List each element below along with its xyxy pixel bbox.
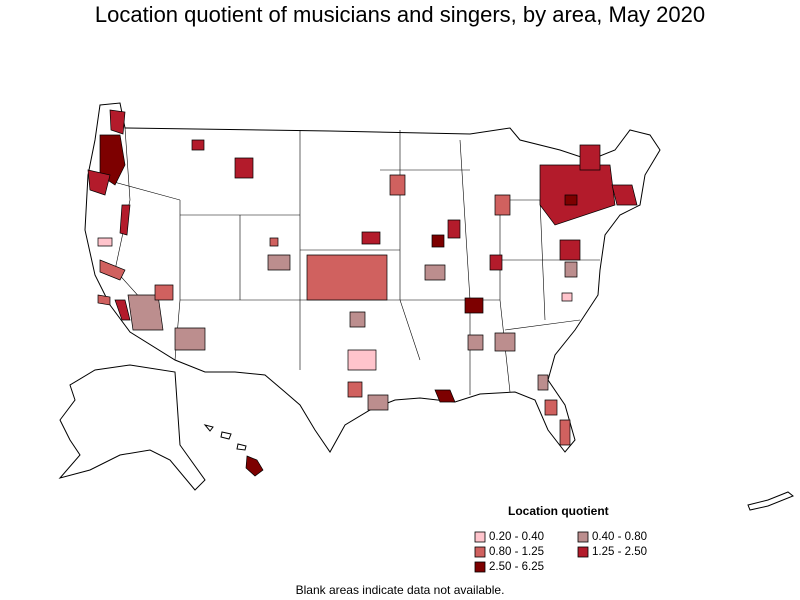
legend-swatch: [577, 546, 589, 558]
region: [447, 219, 461, 239]
region: [109, 109, 126, 135]
region: [306, 254, 388, 301]
region: [431, 234, 445, 248]
region: [579, 144, 601, 171]
region: [434, 389, 456, 403]
region: [97, 237, 113, 247]
region: [174, 327, 206, 351]
region: [99, 259, 126, 281]
region: [389, 174, 406, 196]
region: [544, 399, 558, 416]
region: [245, 455, 264, 477]
hawaii: [203, 424, 264, 477]
region: [489, 254, 503, 271]
region: [494, 194, 511, 216]
region: [154, 284, 174, 301]
region: [464, 297, 484, 314]
alaska: [58, 364, 206, 491]
islands: [747, 491, 794, 511]
regions: [87, 109, 638, 446]
region: [127, 294, 164, 331]
region: [234, 157, 254, 179]
legend-title: Location quotient: [508, 504, 609, 518]
region: [87, 169, 111, 196]
region: [467, 334, 484, 351]
legend-label: 1.25 - 2.50: [592, 546, 647, 558]
region: [561, 292, 573, 302]
region: [361, 231, 381, 245]
footnote: Blank areas indicate data not available.: [296, 583, 505, 597]
map-title: Location quotient of musicians and singe…: [95, 2, 705, 27]
legend-label: 0.20 - 0.40: [489, 531, 544, 543]
legend-label: 2.50 - 6.25: [489, 561, 544, 573]
region: [114, 299, 131, 321]
region: [424, 264, 446, 281]
legend-swatch: [474, 546, 486, 558]
region: [267, 254, 291, 271]
region: [191, 139, 205, 151]
region: [611, 184, 638, 206]
legend-swatch: [474, 531, 486, 543]
region: [99, 134, 126, 186]
region: [367, 394, 389, 411]
legend-label: 0.40 - 0.80: [592, 531, 647, 543]
region: [347, 381, 363, 398]
region: [537, 374, 549, 391]
legend: Location quotient 0.20 - 0.40 0.40 - 0.80…: [474, 504, 647, 573]
legend-swatch: [577, 531, 589, 543]
region: [97, 294, 111, 306]
region: [269, 237, 279, 247]
legend-swatch: [474, 561, 486, 573]
legend-label: 0.80 - 1.25: [489, 546, 544, 558]
region: [347, 349, 377, 371]
region: [559, 419, 571, 446]
region: [119, 204, 131, 236]
region: [564, 194, 578, 206]
region: [494, 332, 516, 352]
region: [559, 239, 581, 261]
region: [349, 311, 366, 328]
region: [564, 261, 578, 278]
